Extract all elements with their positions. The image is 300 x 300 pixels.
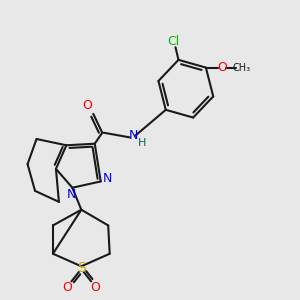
Text: O: O [91, 280, 100, 293]
Text: O: O [82, 100, 92, 112]
Text: N: N [67, 188, 76, 201]
Text: O: O [62, 280, 72, 293]
Text: S: S [77, 261, 86, 275]
Text: N: N [129, 129, 138, 142]
Text: H: H [138, 138, 146, 148]
Text: O: O [218, 61, 227, 74]
Text: Cl: Cl [167, 35, 179, 48]
Text: CH₃: CH₃ [232, 63, 250, 73]
Text: N: N [103, 172, 112, 185]
